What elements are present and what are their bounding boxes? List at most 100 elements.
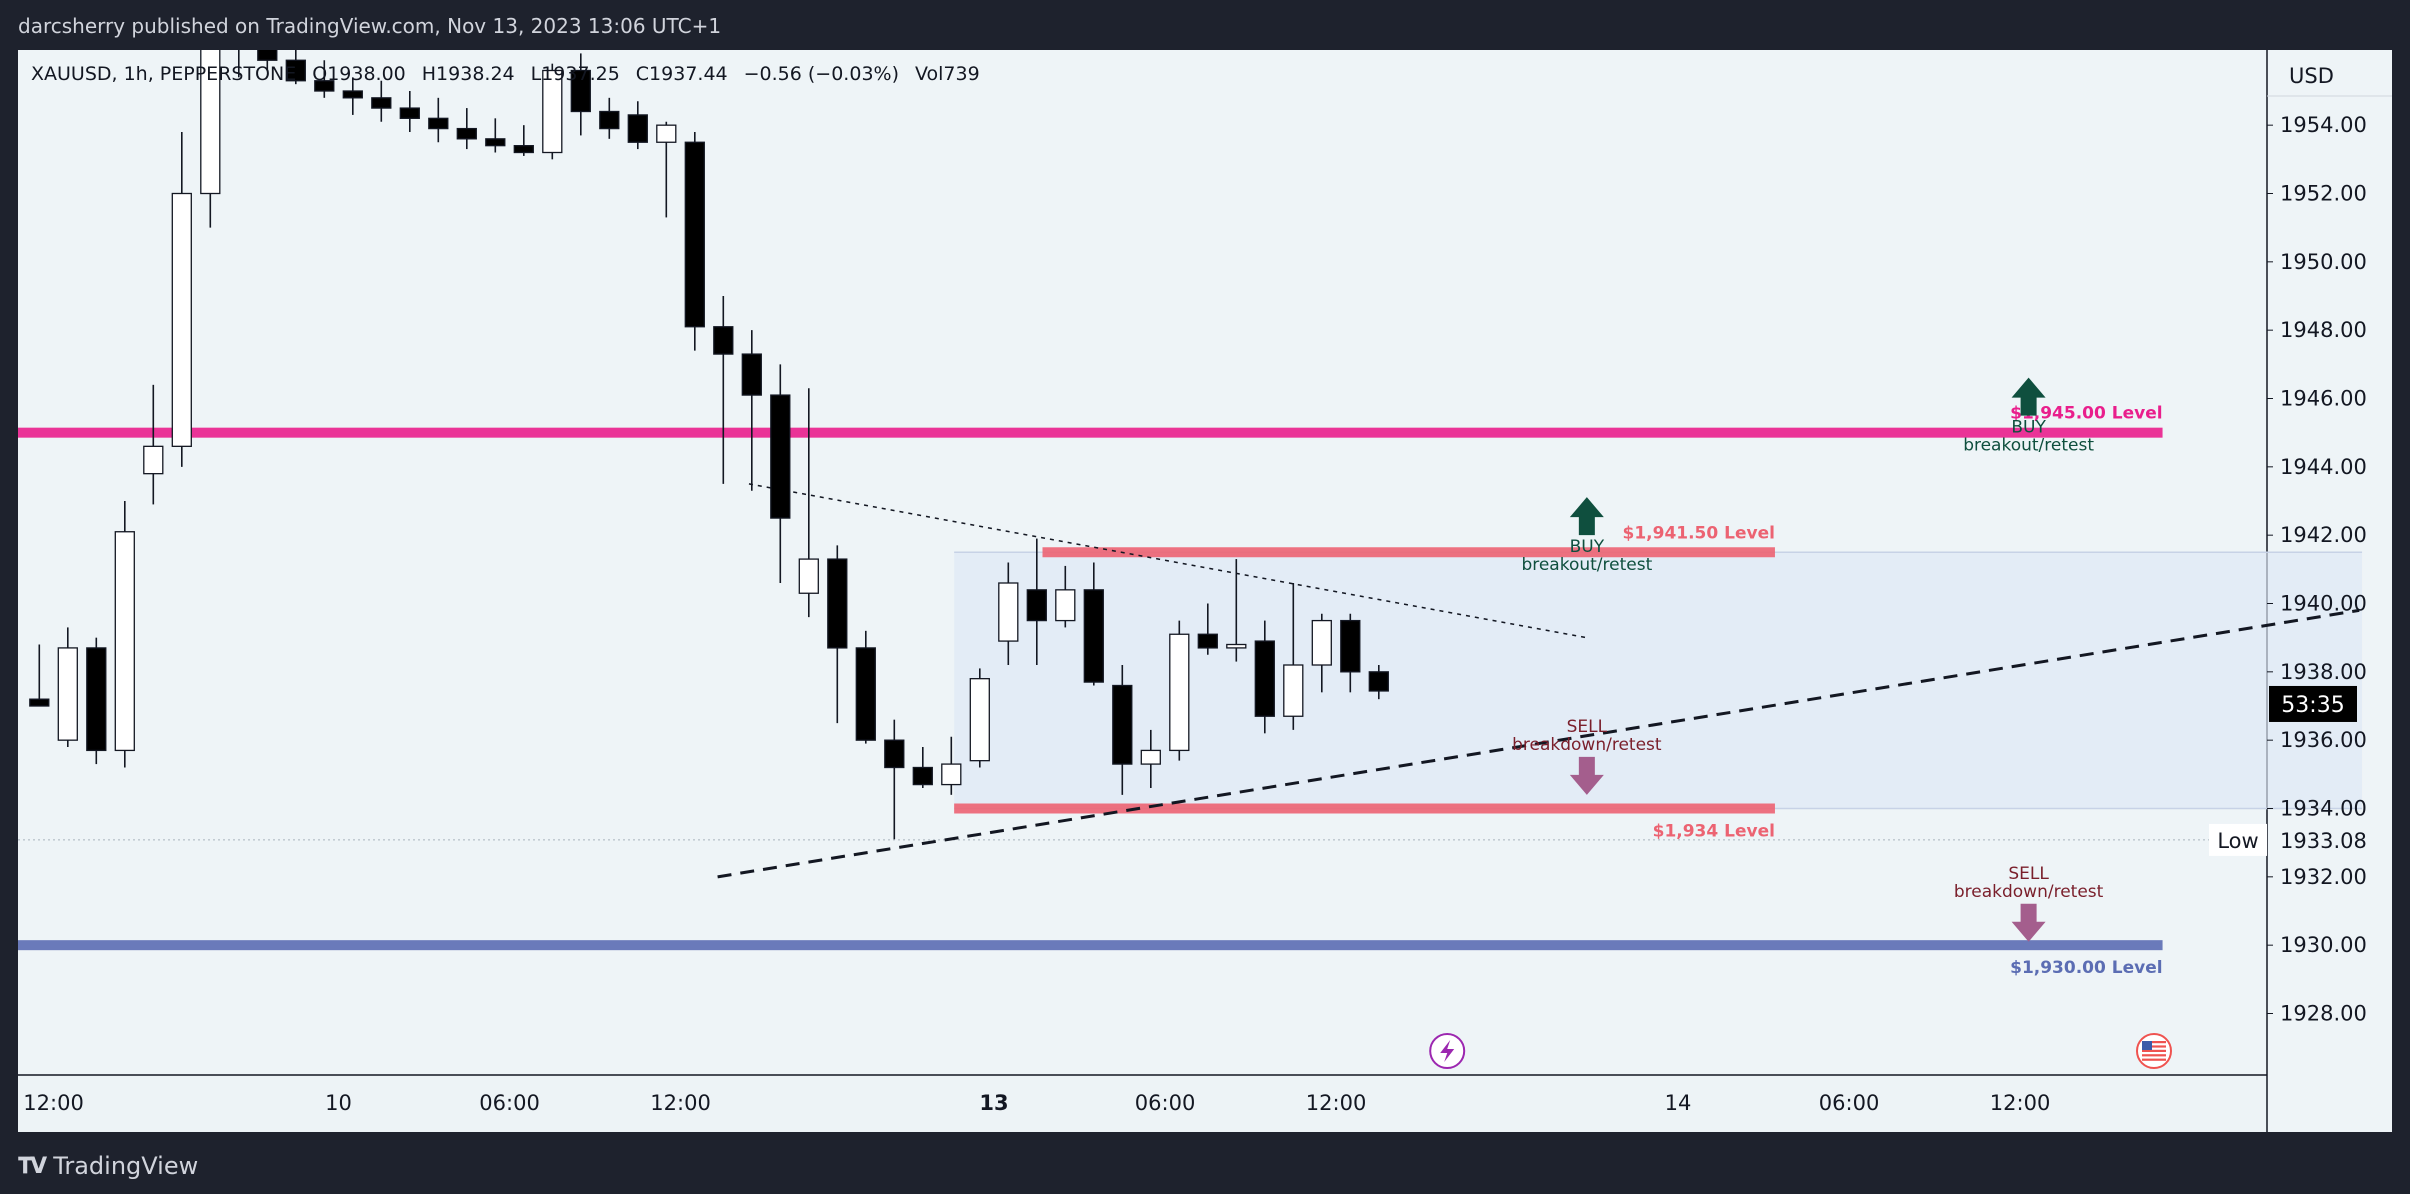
candle <box>314 60 335 98</box>
candle <box>713 296 734 484</box>
candle <box>741 330 762 491</box>
candle-body <box>770 394 791 519</box>
price-tick-label: 1952.00 <box>2280 182 2367 206</box>
flag-stripe <box>2142 1041 2166 1044</box>
close-value: C1937.44 <box>635 63 728 85</box>
candle-body <box>713 326 734 355</box>
candle <box>428 97 449 143</box>
candle-body <box>314 80 335 92</box>
candle-body <box>1197 633 1218 649</box>
price-tick-label: 1932.00 <box>2280 865 2367 889</box>
low-value: L1937.25 <box>530 63 620 85</box>
chart-frame[interactable]: $1,945.00 Level $1,941.50 Level $1,934 Lev… <box>18 50 2392 1132</box>
level-label-3: $1,930.00 Level <box>2010 958 2162 978</box>
candle <box>599 97 620 139</box>
candle-body <box>1254 640 1275 717</box>
candle-body <box>1311 619 1332 666</box>
candle-body <box>1283 664 1304 717</box>
change-value: −0.56 (−0.03%) <box>743 63 899 85</box>
signal-title-2: BUY <box>2011 418 2046 438</box>
candle-body <box>1340 619 1361 673</box>
candle <box>912 747 933 788</box>
range-zone <box>954 552 2363 809</box>
candle-body <box>342 90 363 99</box>
candle-body <box>257 50 278 61</box>
level-label-2: $1,934 Level <box>1653 822 1775 842</box>
level-line-3 <box>18 940 2163 951</box>
candle-body <box>998 582 1019 642</box>
candle-body <box>29 698 50 707</box>
signal-subtitle-3: breakdown/retest <box>1954 882 2104 902</box>
signal-arrow-down-3 <box>2011 903 2046 942</box>
candle <box>86 637 107 765</box>
candle-body <box>285 59 306 82</box>
price-tick-label: 1930.00 <box>2280 933 2367 957</box>
candle <box>1112 665 1133 795</box>
candle <box>1055 565 1076 628</box>
candle <box>941 736 962 795</box>
price-tick-label: 1942.00 <box>2280 523 2367 547</box>
candle <box>399 91 420 132</box>
candle-body <box>1140 749 1161 765</box>
candle-body <box>428 117 449 130</box>
candle-body <box>570 69 591 113</box>
candle <box>1083 562 1104 686</box>
open-value: O1938.00 <box>312 63 406 85</box>
candle-body <box>855 647 876 741</box>
candle <box>798 388 819 618</box>
candle <box>371 80 392 122</box>
price-chart[interactable]: $1,945.00 Level $1,941.50 Level $1,934 Lev… <box>18 50 2392 1132</box>
candle <box>542 63 563 160</box>
candle-body <box>1169 633 1190 752</box>
candle-body <box>1055 589 1076 622</box>
candle <box>1169 620 1190 761</box>
tradingview-logo[interactable]: 𝐓V TradingView <box>18 1152 198 1180</box>
volume-value: Vol739 <box>915 63 980 85</box>
trendline-0 <box>748 483 1587 639</box>
candle <box>456 108 477 150</box>
level-line-0 <box>18 427 2163 438</box>
time-tick-label: 12:00 <box>1990 1091 2051 1115</box>
candle-body <box>1112 684 1133 765</box>
candle-body <box>827 558 848 649</box>
candle <box>1026 538 1047 665</box>
candle-body <box>143 445 164 475</box>
candle <box>1311 613 1332 693</box>
candle-body <box>599 110 620 130</box>
candle-body <box>513 145 534 154</box>
price-tick-label: 1950.00 <box>2280 250 2367 274</box>
high-value: H1938.24 <box>421 63 515 85</box>
candle <box>1140 729 1161 788</box>
trendline-1 <box>717 608 2360 879</box>
price-tick-label: 1948.00 <box>2280 318 2367 342</box>
symbol-label[interactable]: XAUUSD, 1h, PEPPERSTONE <box>31 63 297 85</box>
candle-body <box>1368 671 1389 692</box>
price-tick-label: 1934.00 <box>2280 797 2367 821</box>
candle-body <box>171 192 192 447</box>
candle-body <box>656 124 677 143</box>
candle <box>855 630 876 744</box>
candle <box>285 50 306 85</box>
candle-body <box>884 739 905 769</box>
candle <box>1340 613 1361 693</box>
candle <box>627 101 648 150</box>
price-tick-label: 1936.00 <box>2280 728 2367 752</box>
time-tick-label: 06:00 <box>1819 1091 1880 1115</box>
currency-label: USD <box>2289 64 2334 88</box>
signal-subtitle-1: breakdown/retest <box>1512 735 1662 755</box>
candle <box>570 53 591 136</box>
footer-bar: 𝐓V TradingView <box>0 1132 2410 1194</box>
time-tick-label: 13 <box>979 1091 1008 1115</box>
candle <box>1254 620 1275 734</box>
candle-body <box>371 97 392 109</box>
candle <box>342 77 363 115</box>
signal-arrow-up-2 <box>2011 377 2046 416</box>
brand-name: TradingView <box>53 1152 199 1180</box>
flag-stripe <box>2142 1054 2166 1057</box>
candle-body <box>969 678 990 762</box>
candle <box>998 562 1019 665</box>
candle-body <box>627 114 648 143</box>
time-tick-label: 14 <box>1665 1091 1692 1115</box>
time-tick-label: 06:00 <box>1135 1091 1196 1115</box>
candle-body <box>941 763 962 786</box>
